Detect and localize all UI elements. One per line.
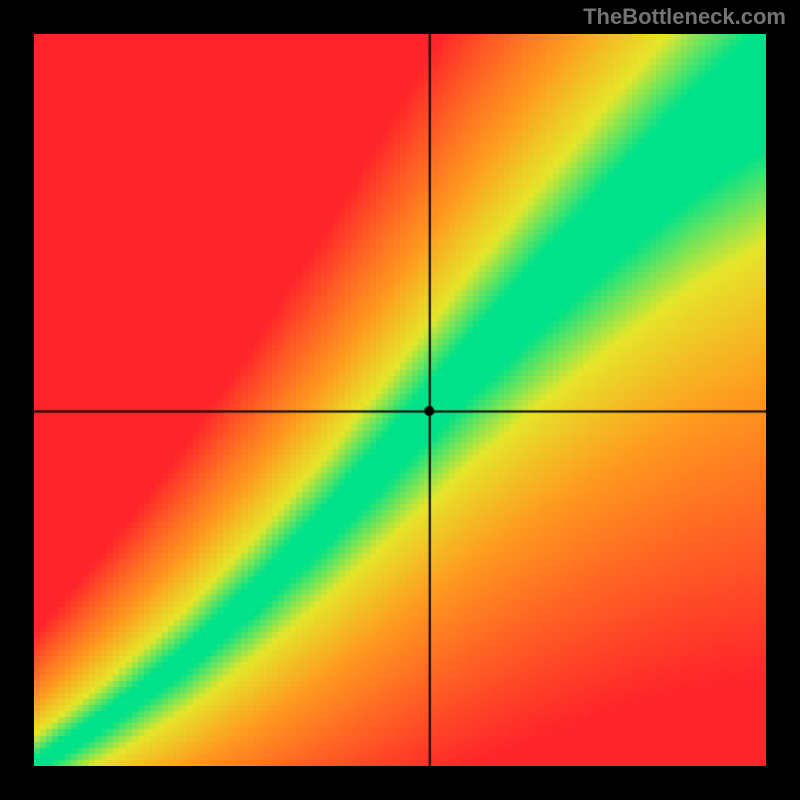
bottleneck-heatmap (34, 34, 766, 766)
chart-container: TheBottleneck.com (0, 0, 800, 800)
attribution-text: TheBottleneck.com (583, 4, 786, 30)
